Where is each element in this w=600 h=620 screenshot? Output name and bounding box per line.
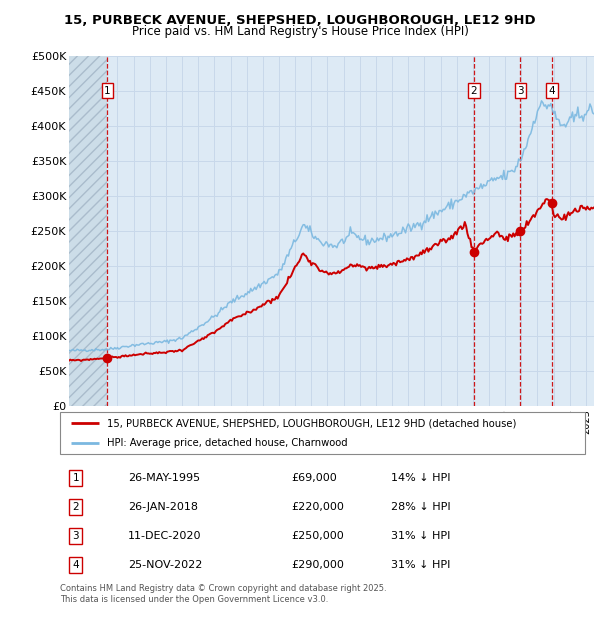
Text: 1: 1 [104, 86, 111, 96]
Text: 15, PURBECK AVENUE, SHEPSHED, LOUGHBOROUGH, LE12 9HD (detached house): 15, PURBECK AVENUE, SHEPSHED, LOUGHBOROU… [107, 418, 517, 428]
Text: 3: 3 [517, 86, 524, 96]
Text: £290,000: £290,000 [291, 560, 344, 570]
Text: 31% ↓ HPI: 31% ↓ HPI [391, 531, 450, 541]
Text: Contains HM Land Registry data © Crown copyright and database right 2025.: Contains HM Land Registry data © Crown c… [60, 584, 386, 593]
Text: 15, PURBECK AVENUE, SHEPSHED, LOUGHBOROUGH, LE12 9HD: 15, PURBECK AVENUE, SHEPSHED, LOUGHBOROU… [64, 14, 536, 27]
Text: Price paid vs. HM Land Registry's House Price Index (HPI): Price paid vs. HM Land Registry's House … [131, 25, 469, 38]
Text: This data is licensed under the Open Government Licence v3.0.: This data is licensed under the Open Gov… [60, 595, 328, 604]
Text: £220,000: £220,000 [291, 502, 344, 512]
Text: 28% ↓ HPI: 28% ↓ HPI [391, 502, 451, 512]
Text: 31% ↓ HPI: 31% ↓ HPI [391, 560, 450, 570]
Text: 1: 1 [73, 473, 79, 483]
Text: £69,000: £69,000 [291, 473, 337, 483]
Text: 3: 3 [73, 531, 79, 541]
Text: 2: 2 [470, 86, 477, 96]
Text: 11-DEC-2020: 11-DEC-2020 [128, 531, 202, 541]
Text: 4: 4 [73, 560, 79, 570]
Bar [69, 56, 107, 406]
Text: £250,000: £250,000 [291, 531, 344, 541]
Text: 2: 2 [73, 502, 79, 512]
Text: 14% ↓ HPI: 14% ↓ HPI [391, 473, 450, 483]
FancyBboxPatch shape [60, 412, 585, 454]
Text: 4: 4 [548, 86, 556, 96]
Text: HPI: Average price, detached house, Charnwood: HPI: Average price, detached house, Char… [107, 438, 348, 448]
Text: 25-NOV-2022: 25-NOV-2022 [128, 560, 203, 570]
Text: 26-MAY-1995: 26-MAY-1995 [128, 473, 200, 483]
Text: 26-JAN-2018: 26-JAN-2018 [128, 502, 198, 512]
